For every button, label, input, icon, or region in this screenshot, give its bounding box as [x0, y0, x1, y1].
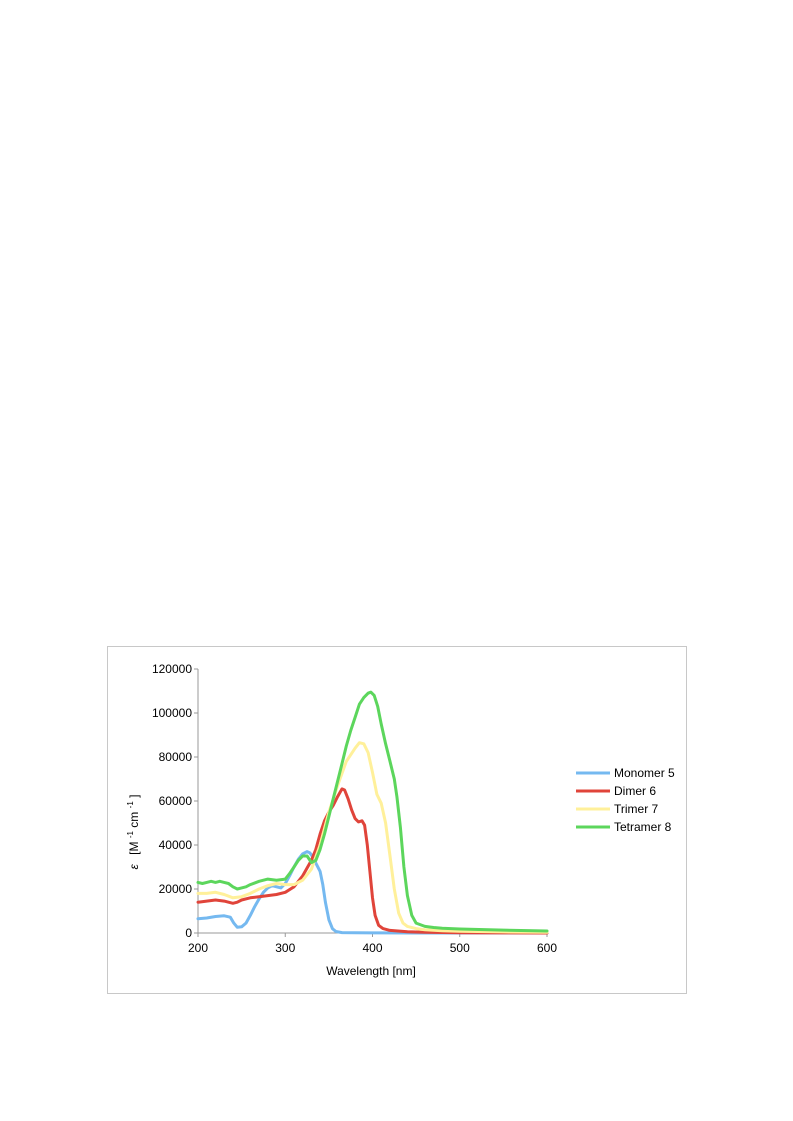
y-axis-title-exp1: -1: [126, 830, 135, 838]
x-axis-ticks: 200 300 400 500 600: [188, 933, 557, 955]
x-tick-label: 600: [537, 941, 557, 955]
legend: Monomer 5 Dimer 6 Trimer 7 Tetramer 8: [576, 766, 675, 834]
uv-vis-absorption-chart: 0 20000 40000 60000 80000 100000 120000 200 300…: [122, 662, 675, 978]
y-tick-label: 120000: [152, 662, 192, 676]
y-axis-title-unit-close: ]: [127, 795, 141, 798]
x-tick-label: 200: [188, 941, 208, 955]
legend-label-tetramer-8: Tetramer 8: [614, 820, 672, 834]
y-tick-label: 80000: [159, 750, 193, 764]
plot-area: 0 20000 40000 60000 80000 100000 120000 200 300…: [152, 662, 557, 955]
legend-label-dimer-6: Dimer 6: [614, 784, 656, 798]
y-tick-label: 100000: [152, 706, 192, 720]
series-line-tetramer-8: [196, 690, 549, 933]
y-tick-label: 40000: [159, 838, 193, 852]
x-axis-title: Wavelength [nm]: [326, 964, 416, 978]
y-tick-label: 0: [185, 926, 192, 940]
x-tick-label: 500: [450, 941, 470, 955]
x-tick-label: 300: [275, 941, 295, 955]
chart-frame: 0 20000 40000 60000 80000 100000 120000 200 300…: [107, 646, 687, 994]
y-tick-label: 60000: [159, 794, 193, 808]
legend-label-trimer-7: Trimer 7: [614, 802, 659, 816]
legend-label-monomer-5: Monomer 5: [614, 766, 675, 780]
y-axis-title-symbol: ε: [127, 863, 141, 869]
x-tick-label: 400: [362, 941, 382, 955]
y-axis-title-unit-mid: cm: [127, 812, 141, 828]
y-axis-title-unit-open: [M: [127, 842, 141, 855]
series-lines: [196, 690, 549, 935]
y-tick-label: 20000: [159, 882, 193, 896]
series-line-dimer-6: [196, 787, 549, 935]
series-line-trimer-7: [196, 741, 549, 934]
y-axis-title-exp2: -1: [126, 801, 135, 809]
y-axis-ticks: 0 20000 40000 60000 80000 100000 120000: [152, 662, 198, 940]
y-axis-title: ε [M -1 cm -1 ]: [122, 795, 141, 870]
